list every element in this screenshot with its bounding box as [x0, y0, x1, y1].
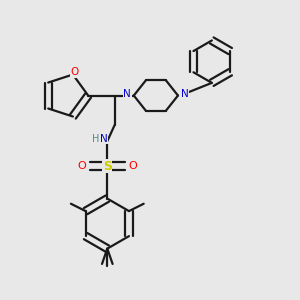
- Text: O: O: [77, 161, 86, 171]
- Text: N: N: [100, 134, 108, 144]
- Text: O: O: [128, 161, 137, 171]
- Text: O: O: [70, 67, 79, 77]
- Text: H: H: [92, 134, 99, 144]
- Text: N: N: [181, 89, 188, 99]
- Text: N: N: [124, 89, 131, 99]
- Text: S: S: [103, 160, 112, 173]
